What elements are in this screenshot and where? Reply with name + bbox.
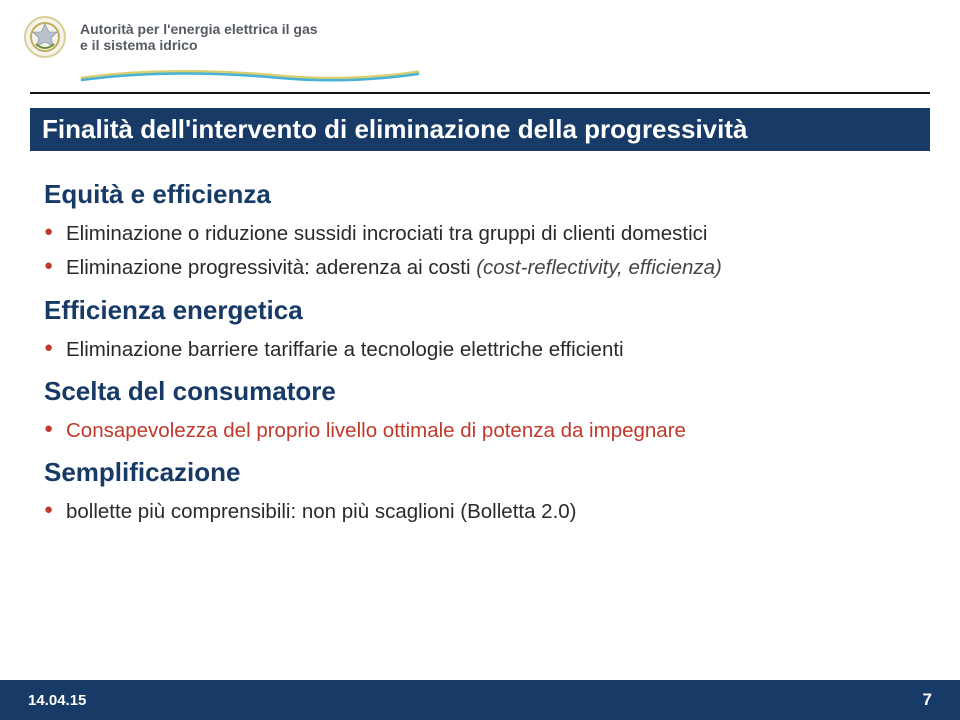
section-heading: Efficienza energetica	[44, 295, 916, 326]
authority-line-1: Autorità per l'energia elettrica il gas	[80, 21, 318, 37]
bullet-text-highlight: Consapevolezza del proprio livello ottim…	[66, 419, 686, 442]
bullet-text: Eliminazione progressività: aderenza ai …	[66, 256, 476, 279]
list-item: Consapevolezza del proprio livello ottim…	[44, 417, 916, 445]
bullet-list: Eliminazione o riduzione sussidi incroci…	[44, 220, 916, 283]
section-heading: Scelta del consumatore	[44, 376, 916, 407]
bullet-list: Consapevolezza del proprio livello ottim…	[44, 417, 916, 445]
list-item: bollette più comprensibili: non più scag…	[44, 498, 916, 526]
slide-footer: 14.04.15 7	[0, 680, 960, 720]
slide-content: Equità e efficienza Eliminazione o riduz…	[0, 151, 960, 526]
slide-header: Autorità per l'energia elettrica il gas …	[0, 0, 960, 66]
list-item: Eliminazione barriere tariffarie a tecno…	[44, 336, 916, 364]
bullet-list: Eliminazione barriere tariffarie a tecno…	[44, 336, 916, 364]
section-heading: Semplificazione	[44, 457, 916, 488]
bullet-list: bollette più comprensibili: non più scag…	[44, 498, 916, 526]
list-item: Eliminazione progressività: aderenza ai …	[44, 254, 916, 282]
slide-title-band: Finalità dell'intervento di eliminazione…	[30, 108, 930, 151]
bullet-suffix-italic: (cost-reflectivity, efficienza)	[476, 256, 722, 279]
slide: Autorità per l'energia elettrica il gas …	[0, 0, 960, 720]
footer-page-number: 7	[923, 690, 932, 710]
bullet-text: Eliminazione o riduzione sussidi incroci…	[66, 222, 708, 245]
swoosh-decoration-icon	[80, 68, 420, 82]
authority-title: Autorità per l'energia elettrica il gas …	[80, 21, 318, 53]
authority-line-2: e il sistema idrico	[80, 37, 318, 53]
bullet-text: bollette più comprensibili: non più scag…	[66, 500, 577, 523]
authority-emblem-icon	[22, 14, 68, 60]
section-heading: Equità e efficienza	[44, 179, 916, 210]
footer-date: 14.04.15	[28, 692, 86, 709]
bullet-text: Eliminazione barriere tariffarie a tecno…	[66, 338, 624, 361]
slide-title: Finalità dell'intervento di eliminazione…	[42, 114, 747, 144]
list-item: Eliminazione o riduzione sussidi incroci…	[44, 220, 916, 248]
header-divider	[30, 92, 930, 94]
